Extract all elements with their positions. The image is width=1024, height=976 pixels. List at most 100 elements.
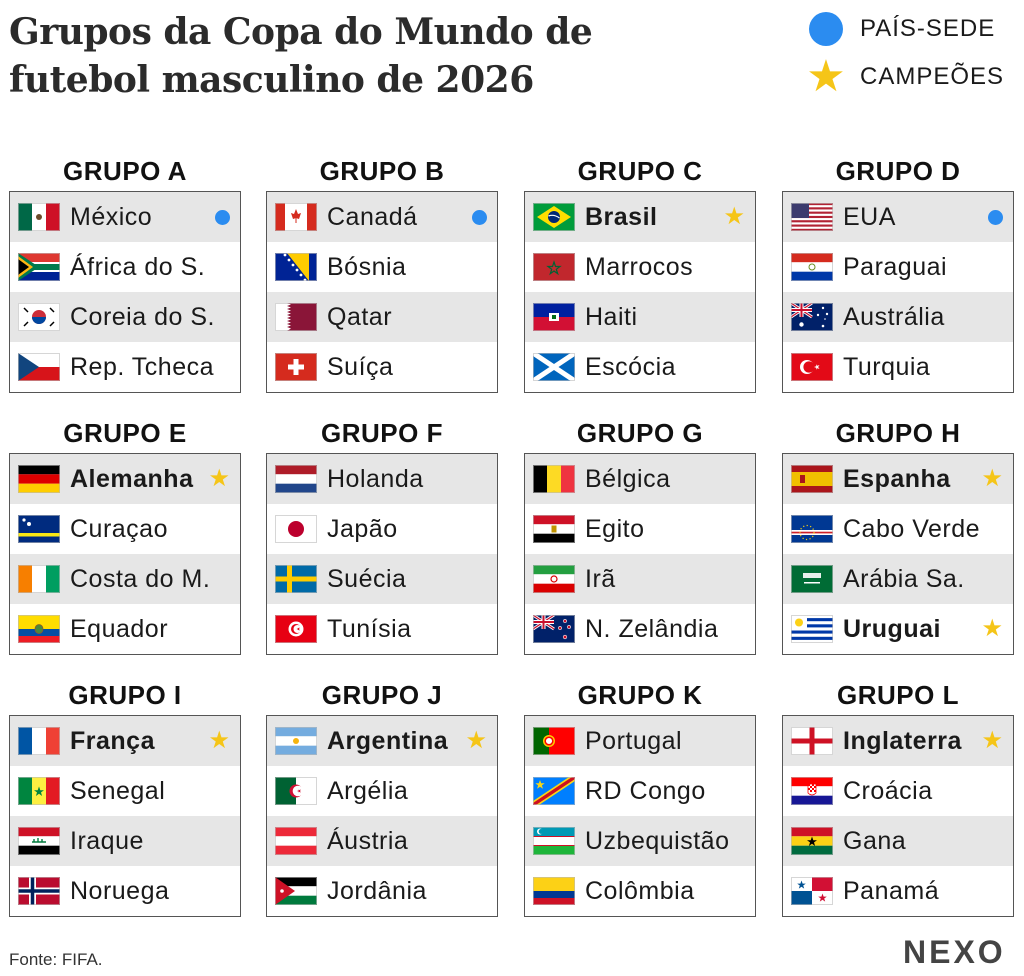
team-name: EUA [843, 202, 896, 231]
host-dot-icon [806, 9, 846, 49]
team-name: Suécia [327, 564, 407, 593]
team-row: Marrocos [525, 242, 755, 292]
senegal-flag-icon [18, 777, 60, 805]
group-team-list: Brasil ★ Marrocos Haiti Escócia [524, 191, 756, 393]
tunisia-flag-icon [275, 615, 317, 643]
star-icon: ★ [723, 203, 745, 230]
team-name: Bósnia [327, 252, 407, 281]
team-row: Haiti [525, 292, 755, 342]
team-name: RD Congo [585, 776, 706, 805]
team-row: Egito [525, 504, 755, 554]
team-name: Tunísia [327, 614, 412, 643]
egypt-flag-icon [533, 515, 575, 543]
team-row: Rep. Tcheca [10, 342, 240, 392]
team-name: N. Zelândia [585, 614, 719, 643]
team-row: África do S. [10, 242, 240, 292]
usa-flag-icon [791, 203, 833, 231]
algeria-flag-icon [275, 777, 317, 805]
group-title: GRUPO A [63, 156, 187, 186]
morocco-flag-icon [533, 253, 575, 281]
star-icon: ★ [981, 615, 1003, 642]
japan-flag-icon [275, 515, 317, 543]
team-name: Gana [843, 826, 907, 855]
group-card: GRUPO B Canadá Bósnia Qatar Suíça [266, 153, 498, 393]
group-team-list: México África do S. Coreia do S. Rep. Tchec… [9, 191, 241, 393]
switzerland-flag-icon [275, 353, 317, 381]
iran-flag-icon [533, 565, 575, 593]
team-name: Canadá [327, 202, 418, 231]
germany-flag-icon [18, 465, 60, 493]
team-row: Coreia do S. [10, 292, 240, 342]
team-name: Cabo Verde [843, 514, 981, 543]
team-row: Paraguai [783, 242, 1013, 292]
colombia-flag-icon [533, 877, 575, 905]
team-name: Inglaterra [843, 726, 962, 755]
team-row: Suécia [267, 554, 497, 604]
australia-flag-icon [791, 303, 833, 331]
group-card: GRUPO G Bélgica Egito Irã N. Zelândia [524, 415, 756, 655]
group-title: GRUPO K [577, 680, 703, 710]
star-icon: ★ [208, 465, 230, 492]
argentina-flag-icon [275, 727, 317, 755]
uruguay-flag-icon [791, 615, 833, 643]
canada-flag-icon [275, 203, 317, 231]
team-name: Uruguai [843, 614, 941, 643]
group-card: GRUPO E Alemanha ★ Curaçao Costa do M. Equado… [9, 415, 241, 655]
haiti-flag-icon [533, 303, 575, 331]
netherlands-flag-icon [275, 465, 317, 493]
legend-champion: ★ CAMPEÕES [806, 53, 1021, 101]
team-name: Arábia Sa. [843, 564, 965, 593]
team-row: Bósnia [267, 242, 497, 292]
norway-flag-icon [18, 877, 60, 905]
curacao-flag-icon [18, 515, 60, 543]
team-name: Senegal [70, 776, 166, 805]
team-name: África do S. [70, 252, 206, 281]
group-title: GRUPO C [577, 156, 703, 186]
sweden-flag-icon [275, 565, 317, 593]
group-card: GRUPO A México África do S. Coreia do S. Rep… [9, 153, 241, 393]
team-name: Espanha [843, 464, 951, 493]
group-title: GRUPO D [835, 156, 961, 186]
team-name: Austrália [843, 302, 945, 331]
team-row: Panamá [783, 866, 1013, 916]
team-name: Qatar [327, 302, 393, 331]
team-row: Tunísia [267, 604, 497, 654]
group-title: GRUPO J [321, 680, 443, 710]
portugal-flag-icon [533, 727, 575, 755]
team-name: Alemanha [70, 464, 194, 493]
iraq-flag-icon [18, 827, 60, 855]
group-card: GRUPO F Holanda Japão Suécia Tunísia [266, 415, 498, 655]
team-name: Holanda [327, 464, 424, 493]
team-row: Suíça [267, 342, 497, 392]
team-name: Egito [585, 514, 645, 543]
dr-congo-flag-icon [533, 777, 575, 805]
paraguay-flag-icon [791, 253, 833, 281]
team-row: Áustria [267, 816, 497, 866]
team-row: Uruguai ★ [783, 604, 1013, 654]
team-name: Jordânia [327, 876, 427, 905]
team-row: Gana [783, 816, 1013, 866]
team-row: Bélgica [525, 454, 755, 504]
south-africa-flag-icon [18, 253, 60, 281]
panama-flag-icon [791, 877, 833, 905]
team-row: Qatar [267, 292, 497, 342]
team-name: Noruega [70, 876, 170, 905]
group-title: GRUPO H [835, 418, 961, 448]
group-card: GRUPO L Inglaterra ★ Croácia Gana Panamá [782, 677, 1014, 917]
team-row: Costa do M. [10, 554, 240, 604]
team-name: Panamá [843, 876, 940, 905]
ecuador-flag-icon [18, 615, 60, 643]
team-row: Arábia Sa. [783, 554, 1013, 604]
team-name: Áustria [327, 826, 409, 855]
group-card: GRUPO I França ★ Senegal Iraque Noruega [9, 677, 241, 917]
team-row: N. Zelândia [525, 604, 755, 654]
team-row: Argentina ★ [267, 716, 497, 766]
team-row: Colômbia [525, 866, 755, 916]
mexico-flag-icon [18, 203, 60, 231]
team-row: Uzbequistão [525, 816, 755, 866]
page-title: Grupos da Copa do Mundo de futebol mascu… [9, 11, 593, 101]
turkey-flag-icon [791, 353, 833, 381]
bosnia-flag-icon [275, 253, 317, 281]
star-icon: ★ [208, 727, 230, 754]
team-row: França ★ [10, 716, 240, 766]
